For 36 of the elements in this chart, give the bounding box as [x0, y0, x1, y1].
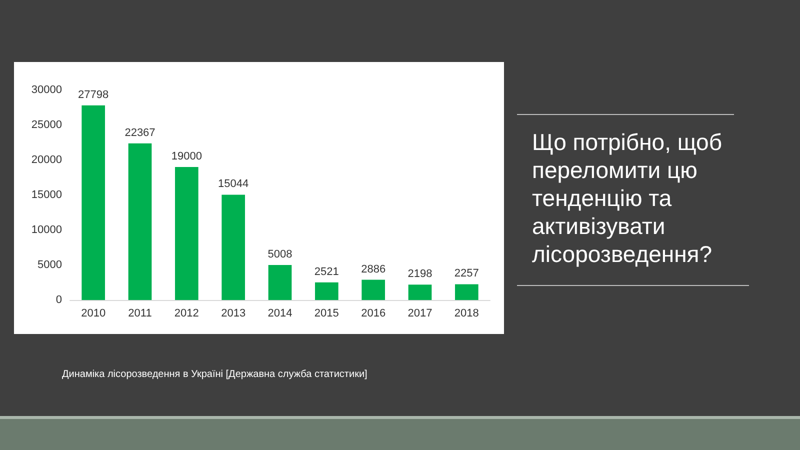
data-label: 2257: [454, 268, 479, 280]
x-tick-label: 2013: [221, 308, 246, 320]
x-tick-label: 2014: [268, 308, 292, 320]
text: Що потрібно, щоб переломити цю тенденцію та активізувати лісорозведення?: [532, 128, 723, 268]
x-tick-label: 2018: [454, 308, 479, 320]
x-tick-label: 2016: [361, 308, 386, 320]
x-tick-label: 2017: [408, 308, 432, 320]
y-tick-label: 30000: [31, 84, 62, 96]
bar: [408, 284, 432, 300]
bar: [175, 167, 198, 300]
x-tick-label: 2012: [174, 308, 199, 320]
x-tick-label: 2010: [81, 308, 106, 320]
data-label: 2521: [314, 266, 339, 278]
data-label: 5008: [268, 248, 292, 260]
data-label: 19000: [171, 150, 202, 162]
bar: [82, 105, 105, 300]
y-tick-label: 15000: [31, 189, 62, 201]
y-tick-label: 20000: [31, 154, 62, 166]
bar: [268, 264, 292, 300]
bar: [455, 284, 478, 300]
bar: [222, 194, 245, 300]
data-label: 15044: [218, 178, 249, 190]
bar: [362, 280, 385, 300]
y-tick-label: 25000: [31, 119, 62, 131]
bar: [315, 282, 338, 300]
data-label: 22367: [124, 126, 156, 139]
y-tick-label: 10000: [31, 224, 62, 236]
data-label: 2198: [408, 268, 432, 280]
y-tick-label: 0: [56, 294, 62, 306]
y-tick-label: 5000: [38, 259, 62, 271]
data-label: 27798: [78, 88, 109, 101]
x-tick-label: 2015: [314, 308, 339, 320]
data-label: 2886: [361, 263, 386, 276]
x-tick-label: 2011: [128, 308, 152, 320]
bar: [128, 143, 152, 300]
text: Динаміка лісорозведення в Україні [Державна служба статистики]: [62, 369, 368, 380]
